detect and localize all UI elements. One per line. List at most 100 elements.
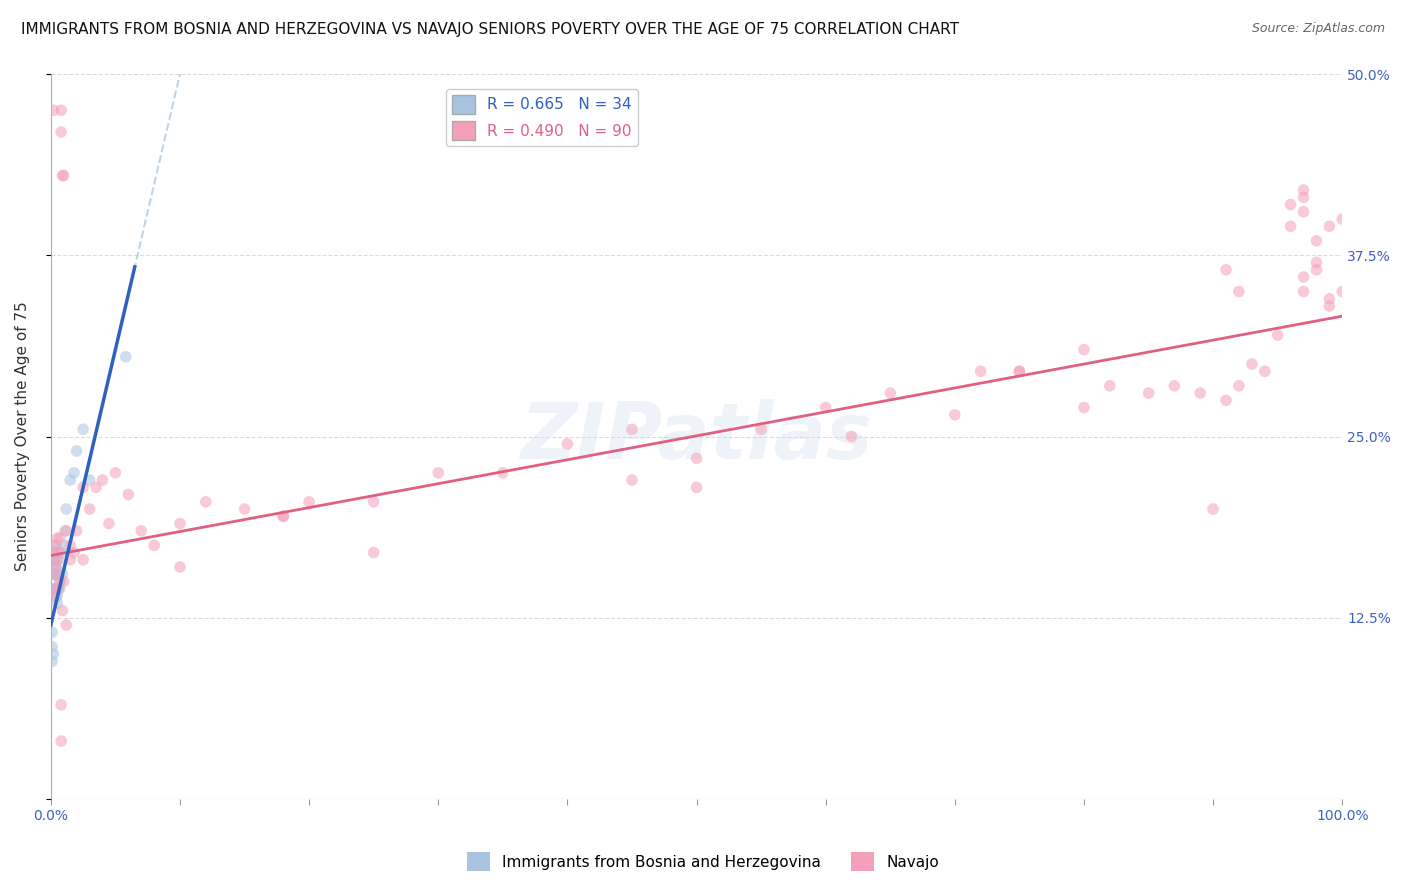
Point — [79, 502, 101, 516]
Point — [48, 545, 70, 559]
Point — [91, 473, 114, 487]
Point — [1292, 204, 1315, 219]
Point — [1267, 328, 1289, 343]
Point — [1137, 386, 1160, 401]
Point — [44, 582, 66, 596]
Point — [48, 553, 70, 567]
Point — [1317, 219, 1340, 234]
Point — [44, 567, 66, 582]
Point — [41, 654, 63, 668]
Point — [52, 169, 75, 183]
Point — [55, 524, 77, 538]
Point — [1227, 285, 1250, 299]
Point — [1227, 378, 1250, 392]
Legend: Immigrants from Bosnia and Herzegovina, Navajo: Immigrants from Bosnia and Herzegovina, … — [461, 847, 945, 877]
Point — [685, 451, 707, 466]
Point — [46, 589, 69, 603]
Point — [363, 545, 385, 559]
Point — [1292, 270, 1315, 285]
Point — [42, 589, 65, 603]
Text: IMMIGRANTS FROM BOSNIA AND HERZEGOVINA VS NAVAJO SENIORS POVERTY OVER THE AGE OF: IMMIGRANTS FROM BOSNIA AND HERZEGOVINA V… — [21, 22, 959, 37]
Point — [104, 466, 127, 480]
Point — [169, 560, 191, 574]
Point — [1279, 197, 1302, 211]
Point — [749, 422, 772, 436]
Point — [51, 734, 73, 748]
Point — [42, 647, 65, 661]
Point — [48, 567, 70, 582]
Point — [620, 473, 643, 487]
Point — [44, 560, 66, 574]
Point — [59, 553, 82, 567]
Point — [1215, 262, 1237, 277]
Point — [51, 103, 73, 118]
Point — [49, 574, 72, 589]
Point — [114, 350, 136, 364]
Point — [363, 495, 385, 509]
Y-axis label: Seniors Poverty Over the Age of 75: Seniors Poverty Over the Age of 75 — [15, 301, 30, 572]
Point — [1215, 393, 1237, 408]
Point — [49, 582, 72, 596]
Point — [1292, 190, 1315, 204]
Point — [41, 625, 63, 640]
Point — [45, 560, 67, 574]
Point — [44, 538, 66, 552]
Point — [53, 524, 76, 538]
Point — [79, 473, 101, 487]
Point — [129, 524, 152, 538]
Point — [48, 582, 70, 596]
Point — [841, 429, 863, 443]
Point — [969, 364, 991, 378]
Point — [1331, 285, 1354, 299]
Point — [44, 553, 66, 567]
Point — [72, 480, 94, 494]
Point — [55, 502, 77, 516]
Point — [66, 524, 89, 538]
Point — [42, 103, 65, 118]
Point — [45, 560, 67, 574]
Point — [51, 567, 73, 582]
Point — [52, 538, 75, 552]
Point — [298, 495, 321, 509]
Point — [45, 582, 67, 596]
Point — [1317, 299, 1340, 313]
Point — [1292, 183, 1315, 197]
Point — [1305, 234, 1327, 248]
Point — [271, 509, 294, 524]
Point — [42, 545, 65, 559]
Point — [427, 466, 450, 480]
Point — [685, 480, 707, 494]
Point — [143, 538, 166, 552]
Point — [41, 640, 63, 654]
Point — [1317, 292, 1340, 306]
Point — [44, 545, 66, 559]
Point — [51, 603, 73, 617]
Point — [1279, 219, 1302, 234]
Point — [194, 495, 217, 509]
Point — [46, 596, 69, 610]
Point — [1163, 378, 1185, 392]
Point — [45, 567, 67, 582]
Point — [97, 516, 120, 531]
Point — [271, 509, 294, 524]
Point — [49, 574, 72, 589]
Point — [814, 401, 837, 415]
Text: ZIPatlas: ZIPatlas — [520, 399, 873, 475]
Point — [63, 466, 86, 480]
Point — [46, 531, 69, 545]
Point — [63, 545, 86, 559]
Legend: R = 0.665   N = 34, R = 0.490   N = 90: R = 0.665 N = 34, R = 0.490 N = 90 — [446, 89, 638, 146]
Point — [1189, 386, 1212, 401]
Point — [66, 444, 89, 458]
Point — [84, 480, 107, 494]
Point — [44, 567, 66, 582]
Point — [169, 516, 191, 531]
Point — [51, 125, 73, 139]
Point — [943, 408, 966, 422]
Point — [45, 589, 67, 603]
Point — [51, 169, 73, 183]
Point — [1292, 285, 1315, 299]
Point — [42, 567, 65, 582]
Point — [1254, 364, 1277, 378]
Point — [72, 553, 94, 567]
